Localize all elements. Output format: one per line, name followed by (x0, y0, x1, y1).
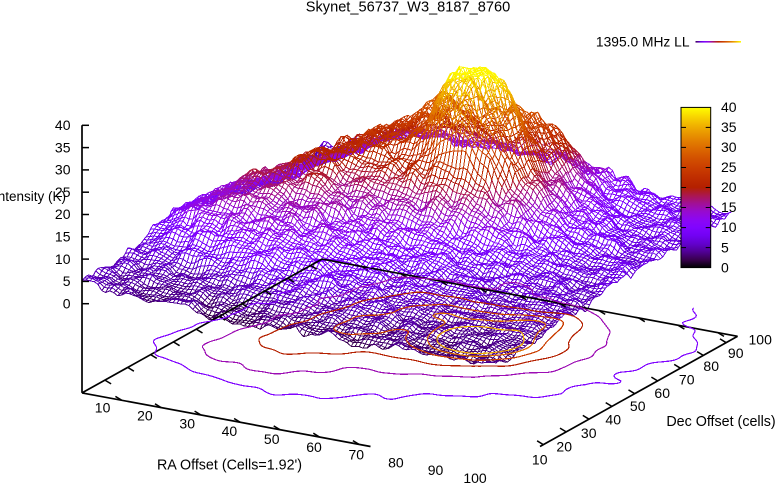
svg-text:1395.0 MHz LL: 1395.0 MHz LL (596, 35, 690, 50)
svg-text:10: 10 (55, 251, 71, 267)
svg-text:40: 40 (721, 99, 737, 115)
svg-text:0: 0 (63, 295, 71, 311)
svg-text:5: 5 (63, 273, 71, 289)
svg-text:20: 20 (55, 206, 71, 222)
svg-text:20: 20 (556, 438, 572, 454)
svg-text:30: 30 (55, 162, 71, 178)
svg-text:Dec Offset (cells): Dec Offset (cells) (666, 414, 775, 430)
svg-text:60: 60 (654, 385, 670, 401)
svg-text:20: 20 (137, 408, 153, 424)
svg-text:30: 30 (179, 415, 195, 431)
svg-text:90: 90 (428, 462, 444, 478)
svg-text:10: 10 (95, 400, 111, 416)
svg-text:100: 100 (463, 470, 487, 483)
svg-text:100: 100 (749, 331, 773, 347)
svg-text:90: 90 (728, 345, 744, 361)
svg-text:25: 25 (721, 159, 737, 175)
svg-text:30: 30 (721, 139, 737, 155)
svg-text:Skynet_56737_W3_8187_8760: Skynet_56737_W3_8187_8760 (306, 0, 510, 16)
svg-text:30: 30 (581, 425, 597, 441)
svg-text:50: 50 (630, 398, 646, 414)
svg-text:10: 10 (532, 452, 548, 468)
svg-text:50: 50 (264, 431, 280, 447)
svg-text:10: 10 (721, 219, 737, 235)
svg-text:20: 20 (721, 179, 737, 195)
svg-text:70: 70 (679, 372, 695, 388)
svg-text:35: 35 (721, 119, 737, 135)
svg-text:5: 5 (721, 239, 729, 255)
svg-text:80: 80 (388, 454, 404, 470)
svg-text:RA Offset (Cells=1.92'): RA Offset (Cells=1.92') (157, 458, 302, 474)
svg-text:70: 70 (349, 447, 365, 463)
svg-text:Intensity (K): Intensity (K) (0, 189, 66, 204)
svg-text:35: 35 (55, 139, 71, 155)
svg-text:40: 40 (222, 423, 238, 439)
svg-text:0: 0 (721, 259, 729, 275)
svg-text:60: 60 (306, 439, 322, 455)
svg-text:40: 40 (55, 117, 71, 133)
svg-text:40: 40 (605, 412, 621, 428)
svg-text:15: 15 (721, 199, 737, 215)
svg-text:25: 25 (55, 184, 71, 200)
svg-text:80: 80 (703, 358, 719, 374)
svg-text:15: 15 (55, 229, 71, 245)
